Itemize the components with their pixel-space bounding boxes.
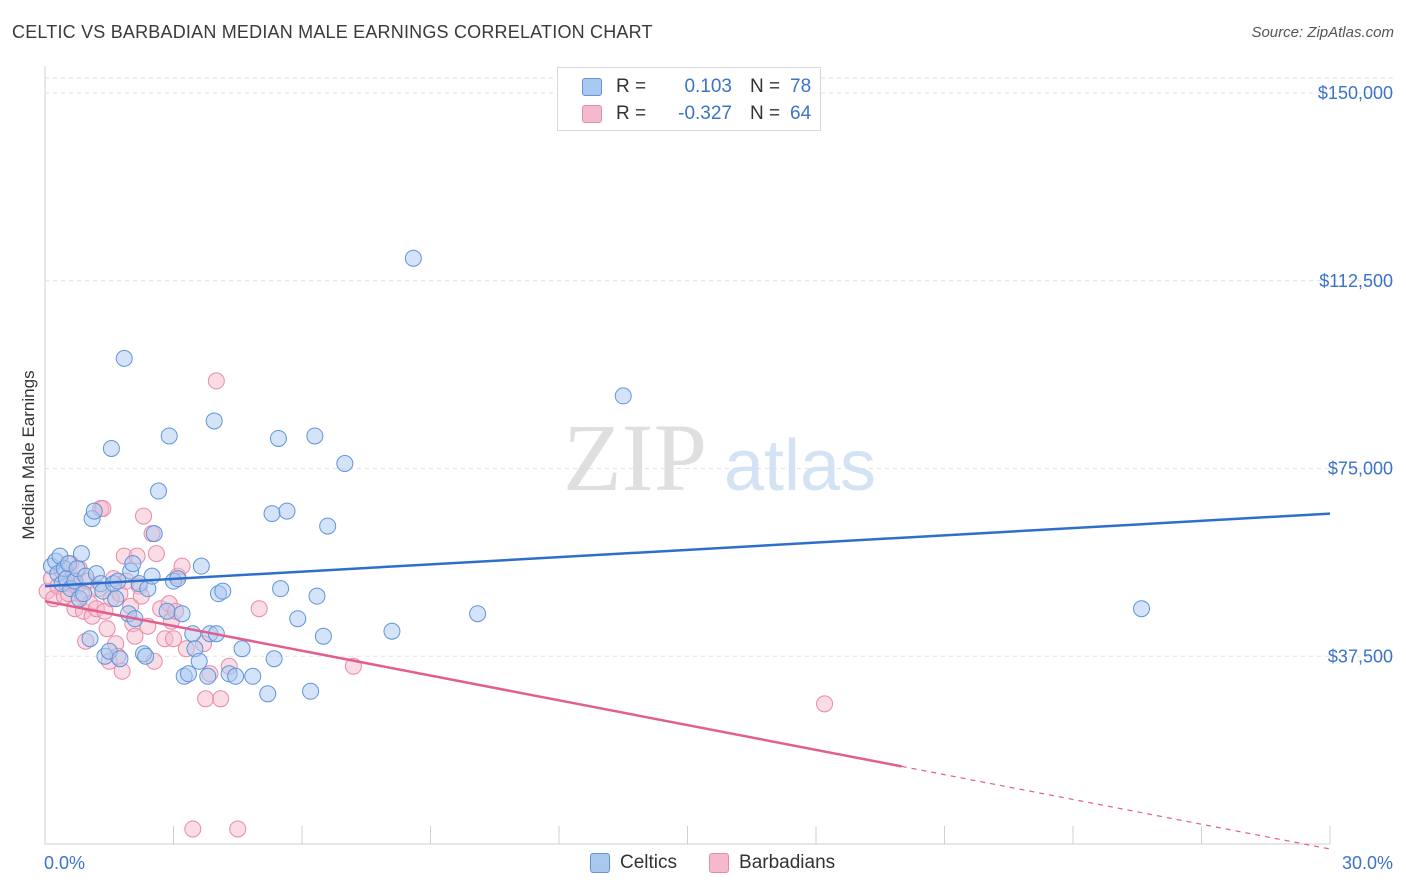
celtics-point [306,427,324,445]
barbadians-n-value: 64 [790,103,812,124]
celtics-point [336,455,354,473]
barbadians-point [207,372,225,390]
legend-row-barbadians: R = -0.327 N = 64 [582,103,811,125]
barbadians-legend-swatch [709,853,730,873]
celtics-point [179,665,197,683]
celtics-point [319,517,337,535]
legend-item-celtics[interactable]: Celtics [590,852,677,874]
barbadians-r-label: R = [616,103,647,124]
celtics-point [111,650,129,668]
barbadians-point [212,690,230,708]
celtics-point [244,667,262,685]
celtics-point [1133,600,1151,618]
celtics-point [85,502,103,520]
barbadians-point [816,695,834,713]
watermark-atlas: atlas [724,426,876,506]
barbadians-point [98,620,116,638]
celtics-point [383,622,401,640]
celtics-r-value: 0.103 [684,76,732,97]
celtics-point [107,590,125,608]
y-tick-label: $150,000 [1318,83,1393,103]
celtics-point [192,557,210,575]
celtics-point [72,545,90,563]
celtics-point [233,640,251,658]
celtics-swatch [582,78,602,96]
source-label: Source: ZipAtlas.com [1251,24,1394,41]
barbadians-point [126,627,144,645]
barbadians-point [184,820,202,838]
celtics-point [404,249,422,267]
celtics-point [308,587,326,605]
celtics-r-label: R = [616,76,647,97]
celtics-point [272,580,290,598]
celtics-point [302,682,320,700]
barbadians-point [147,545,165,563]
celtics-point [314,627,332,645]
celtics-point [199,667,217,685]
celtics-point [614,387,632,405]
barbadians-point [250,600,268,618]
barbadians-points [38,372,834,838]
barbadians-n-label: N = [750,103,781,124]
barbadians-trend-extension [901,765,1331,850]
celtics-point [227,667,245,685]
barbadians-point [197,690,215,708]
celtics-point [263,505,281,523]
celtics-point [265,650,283,668]
x-tick-label-max: 30.0% [1342,853,1393,873]
celtics-point [289,610,307,628]
y-tick-labels: $37,500 $75,000 $112,500 $150,000 [1318,83,1393,666]
barbadians-point [229,820,247,838]
celtics-point [205,412,223,430]
celtics-point [143,567,161,585]
axes [44,66,1331,845]
gridlines [45,77,1395,657]
celtics-point [124,555,142,573]
x-tick-label-min: 0.0% [44,853,85,873]
watermark: ZIP atlas [563,404,876,511]
celtics-point [173,605,191,623]
celtics-point [75,585,93,603]
celtics-points [42,249,1151,703]
celtics-point [137,647,155,665]
barbadians-legend-label: Barbadians [739,852,836,873]
celtics-point [259,685,277,703]
trend-lines [44,512,1331,850]
barbadians-trend-line [44,599,902,768]
celtics-trend-line [44,512,1331,588]
celtics-point [214,582,232,600]
celtics-point [145,525,163,543]
celtics-point [269,429,287,447]
celtics-point [102,439,120,457]
celtics-point [150,482,168,500]
celtics-point [190,652,208,670]
watermark-zip: ZIP [563,404,707,511]
y-axis-label: Median Male Earnings [19,370,38,539]
barbadians-r-value: -0.327 [678,103,732,124]
y-tick-label: $75,000 [1328,459,1393,479]
celtics-point [469,605,487,623]
barbadians-point [135,507,153,525]
series-legend: Celtics Barbadians [590,852,867,874]
celtics-point [278,502,296,520]
celtics-legend-swatch [590,853,610,873]
correlation-legend: R = 0.103 N = 78 R = -0.327 N = 64 [557,67,821,131]
x-tick-labels: 0.0% 30.0% [44,853,1393,873]
celtics-point [160,427,178,445]
legend-row-celtics: R = 0.103 N = 78 [582,76,811,98]
celtics-legend-label: Celtics [620,852,678,873]
y-tick-label: $37,500 [1328,646,1393,666]
legend-item-barbadians[interactable]: Barbadians [709,852,835,874]
chart-title: CELTIC VS BARBADIAN MEDIAN MALE EARNINGS… [12,22,653,42]
barbadians-swatch [582,105,602,123]
celtics-point [158,602,176,620]
celtics-point [115,349,133,367]
celtics-n-value: 78 [790,76,812,97]
barbadians-point [165,630,182,648]
y-tick-label: $112,500 [1319,271,1393,291]
celtics-point [81,630,99,648]
celtics-n-label: N = [750,76,781,97]
